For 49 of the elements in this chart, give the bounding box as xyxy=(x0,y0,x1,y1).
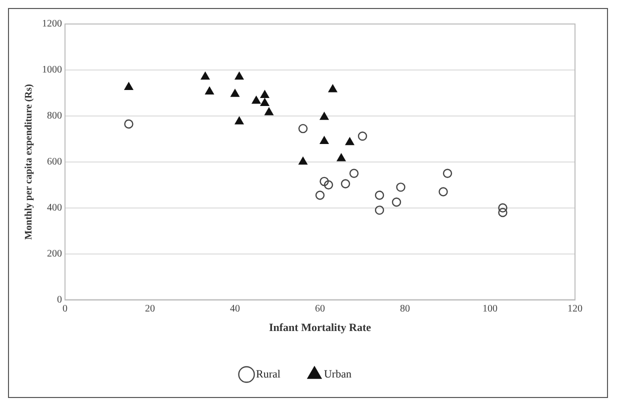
point xyxy=(124,82,134,90)
y-tick-label: 600 xyxy=(47,156,62,168)
x-tick-label: 40 xyxy=(230,303,240,314)
point xyxy=(234,116,244,124)
point xyxy=(260,98,270,106)
point xyxy=(234,72,244,80)
point xyxy=(205,86,214,95)
point xyxy=(336,153,346,162)
point xyxy=(252,96,261,104)
x-tick-label: 80 xyxy=(400,303,410,314)
point xyxy=(320,136,329,144)
point xyxy=(498,208,508,218)
point xyxy=(374,206,384,215)
point xyxy=(200,72,210,80)
y-axis-title: Monthly per capita expenditure (Rs) xyxy=(24,84,35,240)
y-tick-label: 400 xyxy=(47,202,62,214)
point xyxy=(260,90,270,98)
x-tick-label: 60 xyxy=(315,303,325,314)
x-tick-label: 120 xyxy=(568,303,582,314)
legend-label: Urban xyxy=(324,368,352,380)
point xyxy=(324,180,334,190)
point xyxy=(340,179,350,188)
point xyxy=(230,89,240,97)
legend-label: Rural xyxy=(256,368,280,380)
point xyxy=(320,176,329,186)
point xyxy=(298,156,308,165)
point xyxy=(328,84,338,92)
x-tick-label: 20 xyxy=(145,303,155,314)
point xyxy=(298,124,308,134)
y-tick-label: 0 xyxy=(57,294,62,306)
point xyxy=(442,168,452,178)
point xyxy=(358,132,368,141)
point xyxy=(264,107,274,116)
point xyxy=(392,198,402,207)
point xyxy=(498,203,508,212)
y-tick-label: 200 xyxy=(47,248,62,260)
point xyxy=(374,190,384,200)
point xyxy=(345,137,354,146)
point xyxy=(396,182,406,192)
x-tick-label: 100 xyxy=(482,303,498,314)
point xyxy=(124,119,134,129)
point xyxy=(320,112,329,120)
point xyxy=(315,190,325,200)
point xyxy=(438,187,448,196)
x-axis-title: Infant Mortality Rate xyxy=(268,322,372,334)
y-tick-label: 1200 xyxy=(42,18,62,30)
y-tick-label: 800 xyxy=(47,110,62,122)
y-tick-label: 1000 xyxy=(42,64,62,76)
point xyxy=(349,168,359,178)
